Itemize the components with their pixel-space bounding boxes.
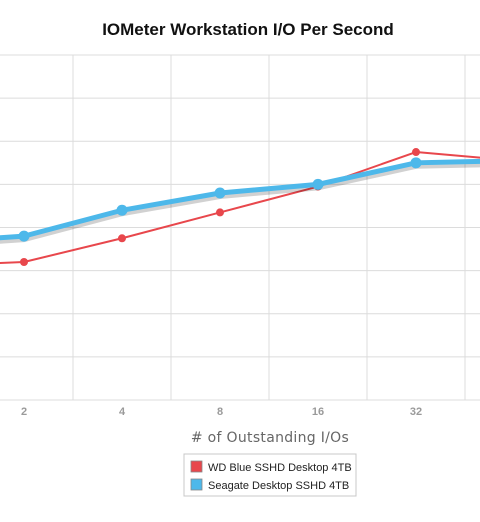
series-seagate [0,157,480,244]
data-point-seagate-4[interactable] [116,204,128,216]
x-tick-label: 8 [217,406,223,418]
series-line-shadow-seagate [0,161,480,244]
data-point-wd-blue-2[interactable] [20,258,28,266]
legend-item-seagate[interactable]: Seagate Desktop SSHD 4TB [190,478,349,492]
chart-title: IOMeter Workstation I/O Per Second [102,20,394,39]
legend-box [183,453,357,497]
x-tick-label: 32 [410,406,422,418]
data-point-seagate-16[interactable] [312,178,324,190]
series-layer [0,148,480,266]
x-tick-labels: 2 4 8 16 32 [21,406,422,418]
legend-swatch-seagate [190,478,203,491]
legend-label-seagate: Seagate Desktop SSHD 4TB [208,480,349,492]
x-tick-label: 2 [21,406,27,418]
series-line-seagate [0,158,480,241]
x-tick-label: 4 [119,406,126,418]
grid-lines [0,54,480,401]
data-point-wd-blue-32[interactable] [412,148,420,157]
data-point-seagate-32[interactable] [410,157,422,169]
legend-item-wd-blue[interactable]: WD Blue SSHD Desktop 4TB [190,460,352,474]
legend-label-wd-blue: WD Blue SSHD Desktop 4TB [208,462,352,474]
data-point-seagate-8[interactable] [214,187,226,199]
data-point-wd-blue-4[interactable] [118,234,126,243]
data-point-wd-blue-8[interactable] [216,208,224,217]
data-point-seagate-2[interactable] [18,230,30,242]
x-axis-label: # of Outstanding I/Os [191,430,349,446]
legend: WD Blue SSHD Desktop 4TB Seagate Desktop… [183,453,357,497]
x-tick-label: 16 [312,406,324,418]
legend-swatch-wd-blue [190,460,203,473]
